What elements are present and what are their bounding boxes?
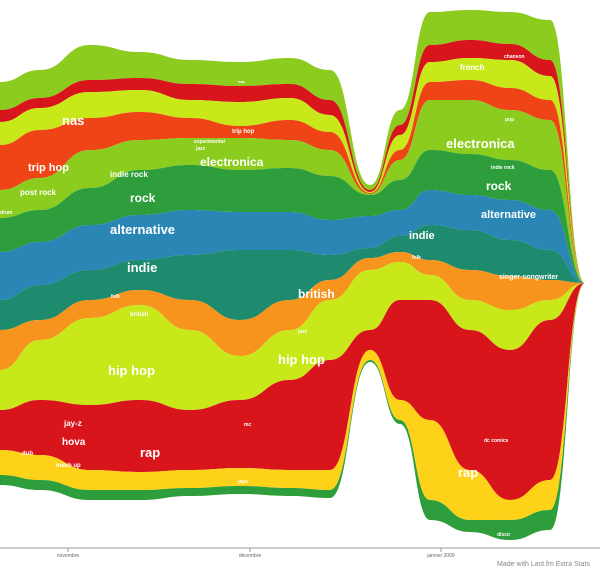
label-indie-rock-1: indie rock [110,170,148,179]
axis-label-janvier: janvier 2009 [426,553,454,559]
label-indie-2: indie [409,230,435,242]
label-nas-2: nas [238,79,246,84]
label-post-rock: post rock [20,188,57,197]
label-chanson: chanson [504,54,525,60]
label-french: french [460,63,485,72]
time-axis: novembre décembre janvier 2009 [0,547,600,559]
stream-layer [0,150,585,283]
stream-layer [0,283,585,520]
label-jazz: jazz [195,146,206,152]
label-jay-z: jay-z [63,419,82,428]
label-british-2: british [298,287,335,301]
stream-layer [0,100,585,283]
label-drum: drum [0,210,13,216]
label-pop: pop [505,117,514,123]
label-hip-hop-1: hip hop [108,363,155,378]
chart-credit: Made with Last.fm Extra Stats [497,561,590,568]
label-trip-hop-2: trip hop [232,129,255,135]
label-mash-up: mash up [56,463,81,469]
label-electronica-1: electronica [200,155,264,169]
label-folk-2: folk [412,255,421,261]
label-singer-songwriter: singer-songwriter [499,274,558,281]
label-indie-rock-2: indie rock [491,165,515,171]
label-mc: mc [244,422,251,428]
label-jaya: jaya [237,479,248,485]
stream-layer [0,58,585,283]
label-alternative-1: alternative [110,222,175,237]
stream-layer [0,40,585,283]
label-dub: dub [22,451,33,457]
label-hip-hop-2: hip hop [278,352,325,367]
axis-label-decembre: décembre [239,553,261,559]
stream-layer [0,262,585,410]
label-alternative-2: alternative [481,209,536,221]
stream-layer [0,252,585,370]
stream-layers [0,10,585,540]
stream-layer [0,283,585,500]
label-experimental: experimental [194,139,225,145]
label-hova: hova [62,437,86,448]
label-jazz-2: jazz [297,329,308,335]
stream-layer [0,80,585,283]
label-folk-1: folk [111,294,120,300]
label-electronica-2: electronica [446,136,515,151]
label-rock-2: rock [486,179,512,193]
label-indie-1: indie [127,260,157,275]
label-british-1: british [130,312,149,318]
label-dc-comics: dc comics [484,438,509,444]
stream-layer [0,10,585,283]
label-nas: nas [62,113,84,128]
label-rap-2: rap [458,465,478,480]
stream-layer [0,225,585,330]
axis-label-novembre: novembre [57,553,79,559]
label-rap-1: rap [140,445,160,460]
label-rock-1: rock [130,191,156,205]
stream-labels: nas trip hop post rock experimental jazz… [0,54,558,538]
stream-layer [0,190,585,300]
label-disco: disco [497,532,510,538]
stream-layer [0,283,585,540]
label-trip-hop: trip hop [28,162,69,174]
